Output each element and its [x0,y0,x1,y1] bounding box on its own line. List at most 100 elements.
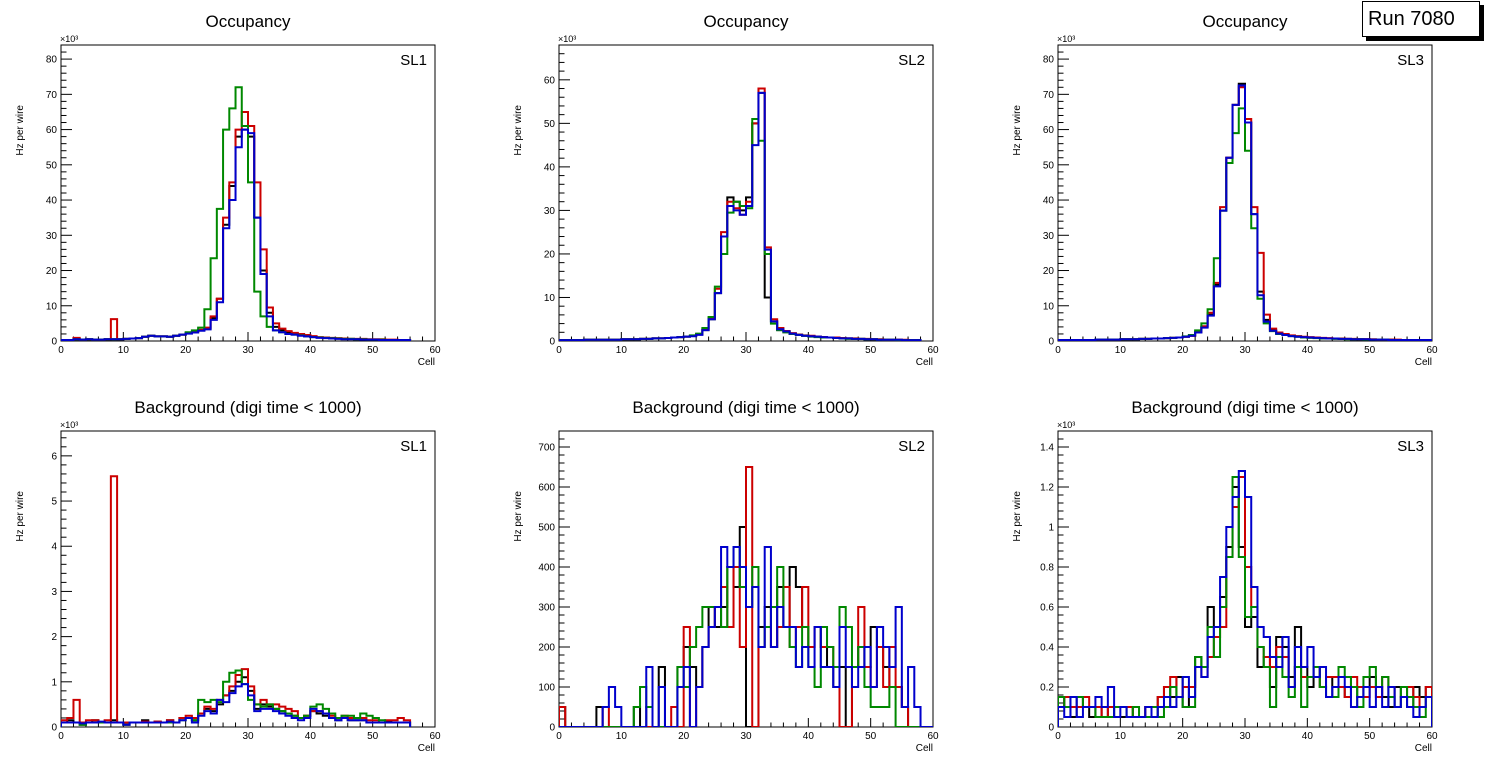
x-tick-label: 50 [865,345,877,356]
x-tick-label: 40 [1302,345,1314,356]
series-blue-histogram [559,546,933,727]
x-tick-label: 0 [1055,731,1061,742]
y-tick-label: 40 [544,162,556,173]
plot-frame [558,44,934,342]
x-tick-label: 50 [1364,731,1376,742]
y-tick-label: 20 [544,249,556,260]
chart-panel-p1: Occupancy SL1 ×10³ 0 10 20 30 40 50 60 0 10 20 30 40 50… [15,12,441,368]
y-tick-label: 0.8 [1040,563,1054,574]
axis-exponent-label: ×10³ [1057,34,1075,44]
y-tick-label: 40 [46,196,58,207]
x-tick-label: 30 [1239,731,1251,742]
y-tick-label: 80 [1043,55,1055,66]
x-tick-label: 10 [118,731,130,742]
y-tick-label: 20 [1043,266,1055,277]
x-tick-label: 30 [740,731,752,742]
x-tick-label: 60 [927,345,939,356]
y-axis-title: Hz per wire [15,105,26,156]
y-tick-label: 60 [46,125,58,136]
y-tick-label: 4 [51,542,57,553]
x-tick-label: 20 [678,345,690,356]
x-tick-label: 10 [616,345,628,356]
x-tick-label: 0 [1055,345,1061,356]
y-tick-label: 6 [51,451,57,462]
y-axis-title: Hz per wire [15,491,26,542]
y-tick-label: 10 [1043,301,1055,312]
x-axis-title: Cell [916,357,933,368]
axis-exponent-label: ×10³ [60,420,78,430]
x-tick-label: 50 [367,345,379,356]
x-tick-label: 40 [1302,731,1314,742]
chart-title: Background (digi time < 1000) [632,398,859,417]
series-blue-histogram [1058,84,1432,341]
x-tick-label: 10 [616,731,628,742]
x-tick-label: 30 [242,345,254,356]
y-tick-label: 20 [46,266,58,277]
chart-title: Occupancy [703,12,789,31]
x-tick-label: 30 [242,731,254,742]
x-tick-label: 10 [118,345,130,356]
superlayer-label: SL3 [1397,438,1424,455]
series-blue-histogram [61,683,412,727]
chart-panel-p5: Background (digi time < 1000) SL2 0 10 20 30 4… [513,398,939,754]
x-tick-label: 60 [1426,345,1438,356]
y-tick-label: 0 [549,723,555,734]
x-tick-label: 60 [429,345,441,356]
y-tick-label: 700 [538,443,555,454]
x-tick-label: 10 [1115,345,1127,356]
x-tick-label: 0 [556,731,562,742]
y-tick-label: 500 [538,523,555,534]
x-tick-label: 60 [429,731,441,742]
y-tick-label: 0.4 [1040,643,1054,654]
x-tick-label: 60 [1426,731,1438,742]
series-green-histogram [559,118,922,341]
superlayer-label: SL2 [898,438,925,455]
chart-title: Background (digi time < 1000) [1131,398,1358,417]
y-tick-label: 2 [51,632,57,643]
x-tick-label: 20 [678,731,690,742]
x-axis-title: Cell [418,743,435,754]
chart-panel-p2: Occupancy SL2 ×10³ 0 10 20 30 40 50 60 0 10 20 30 40 50… [513,12,939,368]
y-tick-label: 50 [46,160,58,171]
y-tick-label: 50 [1043,160,1055,171]
y-tick-label: 0.2 [1040,683,1054,694]
y-tick-label: 10 [544,293,556,304]
superlayer-label: SL2 [898,52,925,69]
x-tick-label: 40 [305,731,317,742]
x-tick-label: 0 [58,731,64,742]
y-tick-label: 1 [1048,523,1054,534]
y-tick-label: 50 [544,119,556,130]
y-tick-label: 5 [51,497,57,508]
x-tick-label: 20 [180,731,192,742]
y-tick-label: 100 [538,683,555,694]
chart-title: Occupancy [1202,12,1288,31]
superlayer-label: SL1 [400,52,427,69]
series-green-histogram [1058,107,1432,341]
x-tick-label: 20 [1177,731,1189,742]
series-green-histogram [61,86,412,341]
axis-exponent-label: ×10³ [1057,420,1075,430]
x-tick-label: 50 [1364,345,1376,356]
y-tick-label: 60 [544,75,556,86]
chart-title: Background (digi time < 1000) [134,398,361,417]
y-tick-label: 400 [538,563,555,574]
series-blue-histogram [61,128,412,341]
x-tick-label: 10 [1115,731,1127,742]
y-tick-label: 80 [46,55,58,66]
axis-exponent-label: ×10³ [558,34,576,44]
y-tick-label: 0 [51,337,57,348]
y-tick-label: 3 [51,587,57,598]
chart-panel-p3: Occupancy SL3 ×10³ 0 10 20 30 40 50 60 0 10 20 30 40 50… [1012,12,1438,368]
axis-exponent-label: ×10³ [60,34,78,44]
y-tick-label: 0 [1048,723,1054,734]
x-tick-label: 20 [180,345,192,356]
y-tick-label: 0 [51,723,57,734]
y-axis-title: Hz per wire [1012,491,1023,542]
series-blue-histogram [559,91,922,341]
run-number-label: Run 7080 [1368,7,1455,30]
y-tick-label: 0.6 [1040,603,1054,614]
y-tick-label: 1 [51,677,57,688]
x-tick-label: 30 [740,345,752,356]
